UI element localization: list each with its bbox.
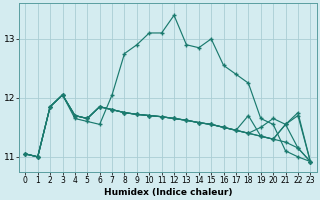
X-axis label: Humidex (Indice chaleur): Humidex (Indice chaleur) (104, 188, 232, 197)
